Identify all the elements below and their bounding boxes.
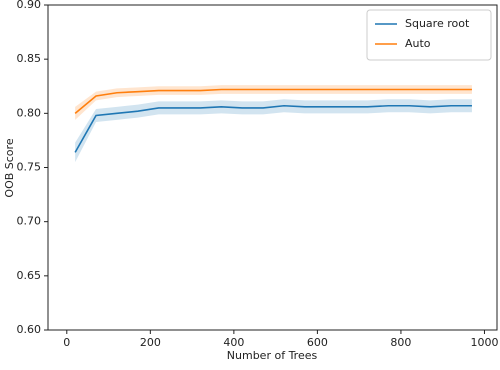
y-tick-label: 0.65 (17, 269, 42, 282)
y-tick-label: 0.75 (17, 161, 42, 174)
x-tick-label: 1000 (470, 336, 498, 349)
x-tick-label: 200 (140, 336, 161, 349)
confidence-band (75, 99, 472, 163)
legend-box (366, 9, 492, 61)
confidence-band (75, 85, 472, 120)
x-tick-label: 800 (390, 336, 411, 349)
legend-label: Auto (405, 37, 431, 50)
line (74, 104, 472, 153)
legend-label: Square root (405, 17, 470, 30)
y-tick-label: 0.70 (17, 215, 42, 228)
x-tick-label: 0 (63, 336, 70, 349)
x-tick-label: 400 (223, 336, 244, 349)
x-axis-label: Number of Trees (227, 349, 318, 362)
y-tick-label: 0.85 (17, 52, 42, 65)
y-tick-label: 0.60 (17, 323, 42, 336)
y-axis-label: OOB Score (3, 138, 16, 197)
y-tick-label: 0.90 (17, 0, 42, 11)
line (74, 88, 472, 114)
x-tick-label: 600 (307, 336, 328, 349)
y-tick-label: 0.80 (17, 106, 42, 119)
